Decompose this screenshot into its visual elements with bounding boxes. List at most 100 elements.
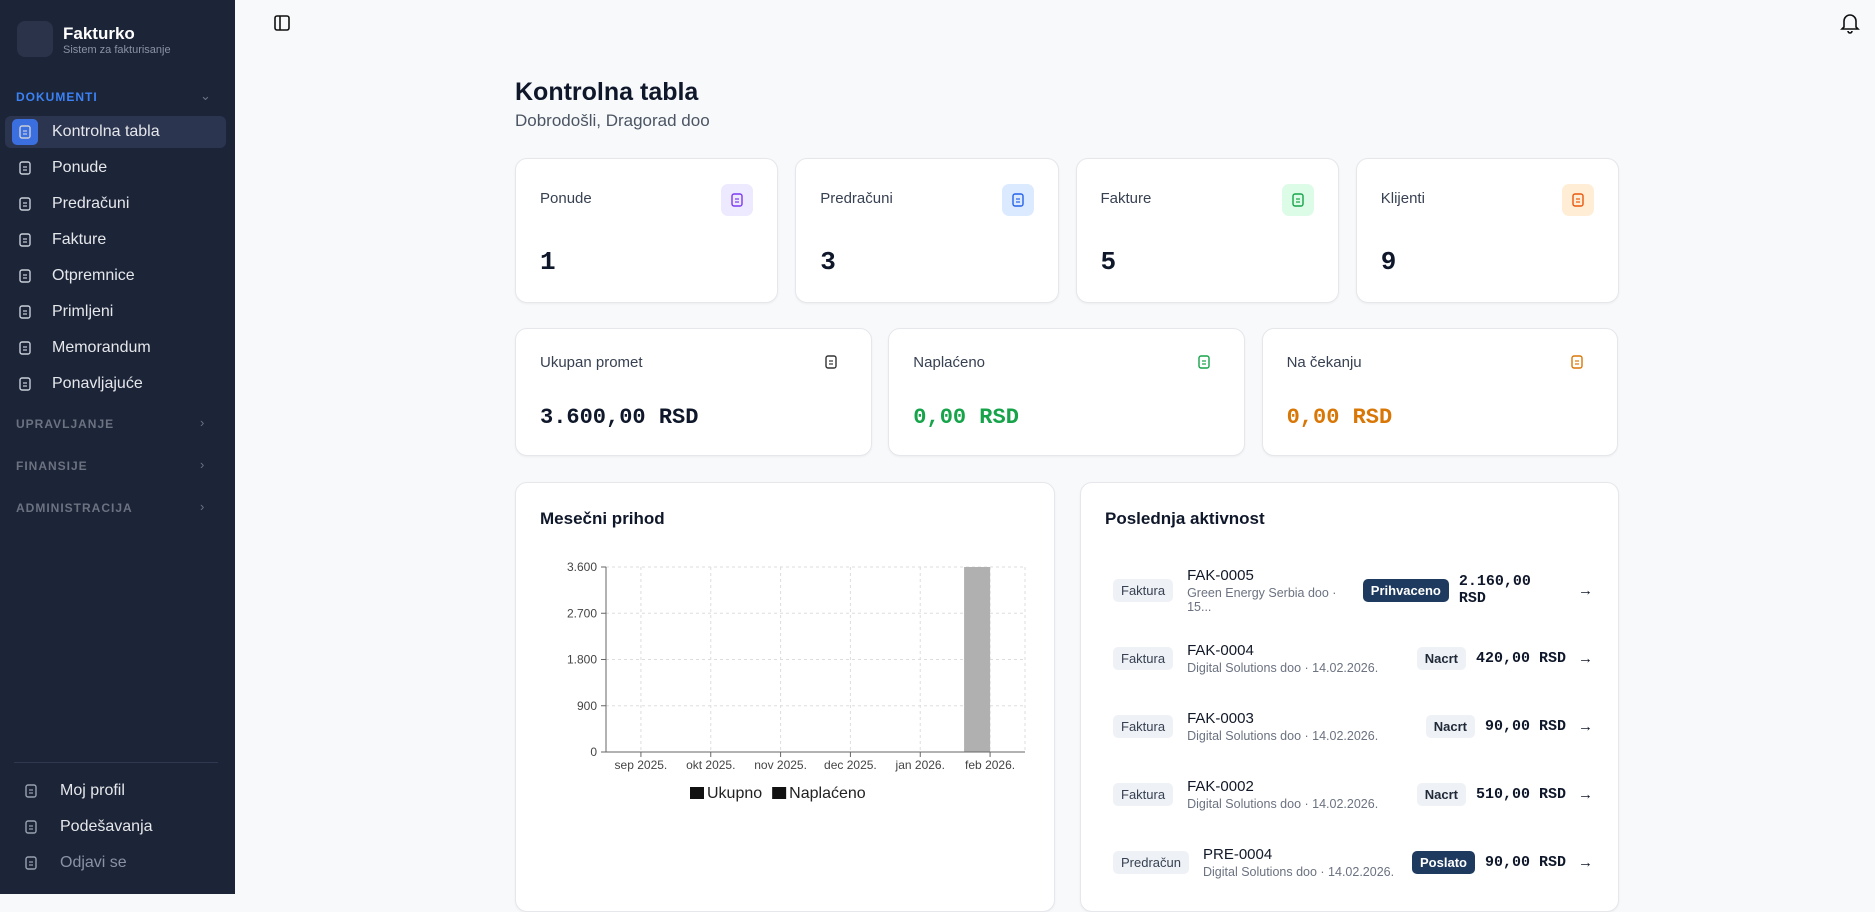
activity-text: FAK-0004 Digital Solutions doo · 14.02.20…: [1187, 642, 1378, 675]
chevron: ›: [200, 499, 205, 514]
section-header[interactable]: UPRAVLJANJE: [16, 417, 115, 431]
status-badge: Nacrt: [1416, 782, 1466, 806]
stat-icon: [1281, 184, 1314, 216]
icon: [25, 784, 37, 798]
icon: [19, 197, 31, 211]
nav-icon: [12, 227, 38, 253]
icon: [19, 269, 31, 283]
nav-item[interactable]: Kontrolna tabla: [5, 116, 226, 148]
total-card: Ukupan promet 3.600,00 RSD: [515, 328, 872, 456]
arrow: →: [1578, 581, 1593, 599]
chevron: ›: [200, 457, 205, 472]
y-tick-label: 1.800: [567, 653, 597, 667]
total-icon: [1561, 346, 1593, 378]
amount: 420,00 RSD: [1475, 649, 1566, 667]
sidebar-toggle[interactable]: [273, 14, 291, 32]
stat-card[interactable]: Klijenti 9: [1355, 158, 1619, 303]
footer-label: Odjavi se: [60, 854, 127, 871]
total-icon: [815, 346, 847, 378]
x-tick-label: nov 2025.: [754, 758, 807, 772]
type-tag: Predračun: [1113, 850, 1189, 874]
status-badge: Nacrt: [1416, 646, 1466, 670]
nav-icon: [12, 371, 38, 397]
stat-icon: [721, 184, 754, 216]
total-card: Naplaćeno 0,00 RSD: [888, 328, 1245, 456]
activity-text: PRE-0004 Digital Solutions doo · 14.02.20…: [1203, 846, 1394, 879]
footer-item[interactable]: Odjavi se: [8, 847, 229, 879]
icon: [19, 341, 31, 355]
y-tick-label: 2.700: [567, 606, 597, 620]
legend-label: Ukupno: [707, 785, 762, 802]
icon: [731, 193, 743, 207]
brand: Fakturko: [63, 24, 135, 43]
nav-item[interactable]: Memorandum: [5, 332, 226, 364]
nav-icon: [12, 191, 38, 217]
chevron: ⌄: [200, 88, 211, 103]
footer-icon: [18, 850, 44, 876]
y-tick-label: 0: [590, 745, 597, 759]
footer-icon: [18, 814, 44, 840]
notifications[interactable]: [1840, 12, 1860, 34]
y-tick-label: 900: [577, 699, 597, 713]
stat-value: 1: [540, 247, 556, 277]
total-value: 3.600,00 RSD: [540, 405, 699, 430]
stat-card[interactable]: Ponude 1: [515, 158, 779, 303]
legend-label: Naplaćeno: [789, 785, 866, 802]
sidebar: Fakturko Sistem za fakturisanje DOKUMENT…: [0, 0, 235, 894]
doc-detail: Green Energy Serbia doo · 15...: [1187, 585, 1337, 614]
nav-icon: [12, 119, 38, 145]
icon: [1571, 355, 1583, 369]
tagline: Sistem za fakturisanje: [63, 44, 171, 56]
x-tick-label: dec 2025.: [824, 758, 877, 772]
nav-item[interactable]: Primljeni: [5, 296, 226, 328]
doc-number: FAK-0002: [1187, 777, 1254, 795]
nav-item[interactable]: Predračuni: [5, 188, 226, 220]
stat-card[interactable]: Predračuni 3: [795, 158, 1059, 303]
amount: 90,00 RSD: [1484, 717, 1566, 735]
arrow: →: [1578, 853, 1593, 871]
chevron: ›: [200, 415, 205, 430]
nav-item[interactable]: Otpremnice: [5, 260, 226, 292]
status-badge: Poslato: [1412, 850, 1475, 874]
icon: [19, 377, 31, 391]
section-header[interactable]: FINANSIJE: [16, 459, 88, 473]
doc-detail: Digital Solutions doo · 14.02.2026.: [1202, 864, 1395, 879]
stat-label: Ponude: [540, 190, 592, 207]
stat-label: Predračuni: [820, 190, 893, 207]
x-tick-label: sep 2025.: [615, 758, 668, 772]
logo: [17, 21, 53, 57]
nav-label: Fakture: [52, 231, 107, 248]
nav-label: Ponavljajuće: [52, 375, 143, 392]
stat-value: 9: [1380, 247, 1397, 277]
nav-label: Predračuni: [52, 195, 130, 212]
doc-number: FAK-0003: [1187, 709, 1254, 727]
activity-row[interactable]: Faktura FAK-0003 Digital Solutions doo · 1…: [1113, 703, 1593, 749]
nav-label: Ponude: [52, 159, 108, 176]
nav-item[interactable]: Ponavljajuće: [5, 368, 226, 400]
section-header[interactable]: ADMINISTRACIJA: [16, 501, 133, 515]
section-header[interactable]: DOKUMENTI: [16, 90, 98, 104]
stat-value: 5: [1100, 247, 1117, 277]
nav-icon: [12, 263, 38, 289]
total-value: 0,00 RSD: [1286, 405, 1393, 430]
nav-item[interactable]: Ponude: [5, 152, 226, 184]
footer-label: Moj profil: [60, 782, 125, 799]
footer-item[interactable]: Moj profil: [8, 775, 229, 807]
arrow: →: [1578, 717, 1593, 735]
activity-row[interactable]: Faktura FAK-0002 Digital Solutions doo · 1…: [1113, 771, 1593, 817]
icon: [1292, 193, 1304, 207]
icon: [25, 856, 37, 870]
divider: [14, 762, 218, 763]
x-tick-label: jan 2026.: [895, 758, 945, 772]
stat-card[interactable]: Fakture 5: [1075, 158, 1339, 303]
nav-item[interactable]: Fakture: [5, 224, 226, 256]
activity-row[interactable]: Faktura FAK-0004 Digital Solutions doo · 1…: [1113, 635, 1593, 681]
icon: [25, 820, 37, 834]
activity-row[interactable]: Faktura FAK-0005 Green Energy Serbia doo ·…: [1113, 567, 1593, 614]
footer-icon: [18, 778, 44, 804]
footer-item[interactable]: Podešavanja: [8, 811, 229, 843]
activity-row[interactable]: Predračun PRE-0004 Digital Solutions doo ·…: [1113, 839, 1593, 885]
x-tick-label: feb 2026.: [965, 758, 1015, 772]
icon: [1011, 193, 1024, 207]
type-tag: Faktura: [1113, 714, 1174, 738]
